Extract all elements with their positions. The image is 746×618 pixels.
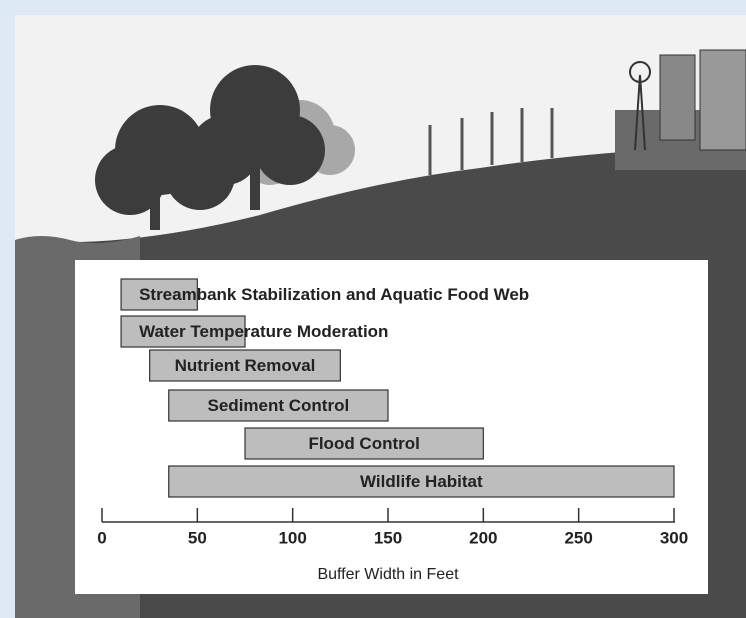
x-tick-label: 0 <box>97 528 106 547</box>
bar-label: Flood Control <box>308 434 419 453</box>
x-tick-label: 200 <box>469 528 497 547</box>
bar-label: Water Temperature Moderation <box>139 322 388 341</box>
x-tick-label: 250 <box>564 528 592 547</box>
x-tick-label: 50 <box>188 528 207 547</box>
x-tick-label: 150 <box>374 528 402 547</box>
chart: Buffer Width in Feet 0 50 100 150 200 250 300 S… <box>0 0 746 618</box>
x-tick-label: 300 <box>660 528 688 547</box>
bar-label: Streambank Stabilization and Aquatic Foo… <box>139 285 529 304</box>
page: {"chart_data": {"type": "range-bar", "ca… <box>0 0 746 618</box>
bar-label: Sediment Control <box>208 396 350 415</box>
bar-label: Nutrient Removal <box>175 356 316 375</box>
bar-label: Wildlife Habitat <box>360 472 483 491</box>
x-axis-title: Buffer Width in Feet <box>317 566 459 583</box>
x-tick-label: 100 <box>278 528 306 547</box>
